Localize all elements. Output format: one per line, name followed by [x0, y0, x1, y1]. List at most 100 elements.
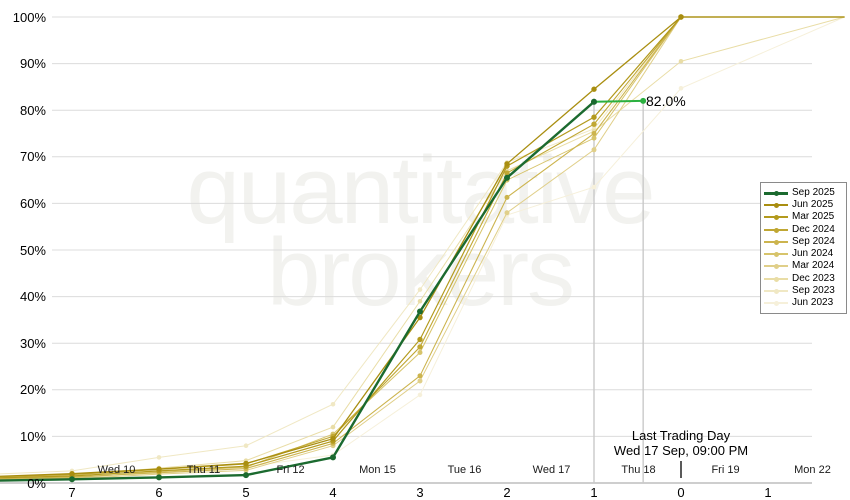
ltd-annotation-line1: Last Trading Day [631, 428, 731, 443]
series-point-sep-2025-day3 [417, 308, 423, 315]
y-tick-label-60pct: 60% [19, 195, 46, 211]
legend-item-sep-2023: Sep 2023 [764, 285, 843, 297]
series-point-jun-2025-day4 [330, 436, 336, 442]
series-line-jun-2024 [0, 16, 845, 480]
legend-item-dec-2023: Dec 2023 [764, 273, 843, 285]
series-point-mar-2024-day1 [591, 147, 597, 153]
legend-item-dec-2024: Dec 2024 [764, 224, 843, 236]
x-tick-label-1: 6 [155, 485, 163, 500]
x-tick-label-2: 5 [242, 485, 250, 500]
series-line-mar-2024 [0, 16, 845, 481]
series-point-dec-2023-day0 [678, 58, 684, 64]
series-point-sep-2025-day2 [504, 174, 510, 181]
series-point-mar-2024-day3 [417, 378, 423, 384]
series-point-sep-2024-day3 [417, 373, 423, 379]
legend-item-mar-2025: Mar 2025 [764, 211, 843, 223]
ltd-annotation-line2: Wed 17 Sep, 09:00 PM [613, 443, 749, 458]
legend-label: Mar 2024 [792, 260, 835, 272]
x-tick-label-7: 0 [677, 485, 685, 500]
watermark-line2: brokers [266, 219, 575, 326]
current-progress-line [593, 99, 644, 103]
legend-label: Jun 2024 [792, 248, 834, 260]
series-point-sep-2025-day5 [243, 472, 249, 479]
series-point-jun-2025-day1 [591, 86, 597, 92]
y-tick-label-10pct: 10% [19, 428, 46, 444]
legend-label: Sep 2023 [792, 284, 835, 296]
legend-item-mar-2024: Mar 2024 [764, 260, 843, 272]
series-point-dec-2023-day3 [417, 298, 423, 304]
series-point-dec-2024-day3 [417, 344, 423, 350]
legend-label: Jun 2025 [792, 199, 834, 211]
series-line-sep-2023 [0, 16, 845, 475]
y-tick-label-50pct: 50% [19, 242, 46, 258]
y-tick-label-100pct: 100% [12, 9, 46, 25]
legend-line-sample-icon [764, 297, 788, 309]
legend-item-jun-2023: Jun 2023 [764, 297, 843, 309]
date-label-tue-16: Tue 16 [447, 464, 482, 476]
legend-line-sample-icon [764, 211, 788, 223]
series-point-sep-2023-day3 [417, 287, 423, 292]
series-point-sep-2024-day1 [591, 131, 597, 136]
x-tick-label-8: 1 [764, 485, 772, 500]
date-label-wed-17: Wed 17 [532, 464, 571, 476]
current-value-label: 82.0% [646, 93, 686, 109]
series-point-mar-2025-day3 [417, 336, 423, 343]
watermark-line1: quantitative [186, 137, 655, 244]
series-point-jun-2025-day0 [678, 14, 684, 20]
current-progress-point-1 [640, 97, 647, 104]
current-progress-point-0 [591, 98, 597, 105]
y-tick-label-70pct: 70% [19, 149, 46, 165]
series-point-sep-2025-day6 [156, 474, 162, 481]
legend-label: Sep 2025 [792, 187, 835, 198]
series-point-jun-2025-day3 [417, 314, 423, 321]
x-tick-label-0: 7 [68, 485, 76, 500]
series-line-mar-2025 [0, 16, 845, 479]
series-line-sep-2024 [0, 16, 845, 480]
series-point-mar-2025-day1 [591, 114, 597, 120]
y-tick-label-20pct: 20% [19, 382, 46, 398]
series-point-jun-2025-day7 [69, 470, 75, 477]
date-label-mon-22: Mon 22 [794, 464, 831, 476]
x-tick-label-4: 3 [416, 485, 424, 500]
series-point-jun-2023-day0 [678, 85, 684, 91]
legend-line-sample-icon [764, 236, 788, 248]
y-tick-label-40pct: 40% [19, 289, 46, 305]
y-tick-label-80pct: 80% [19, 102, 46, 118]
legend-line-sample-icon [764, 260, 788, 272]
date-label-fri-12: Fri 12 [276, 464, 305, 476]
series-point-sep-2024-day2 [504, 194, 510, 200]
y-tick-label-0pct: 0% [27, 475, 46, 491]
series-point-jun-2025-day2 [504, 161, 510, 167]
legend-line-sample-icon [764, 285, 788, 297]
series-point-dec-2024-day1 [591, 121, 597, 127]
legend-line-sample-icon [764, 248, 788, 260]
series-line-jun-2025 [0, 16, 845, 477]
legend-label: Jun 2023 [792, 296, 834, 308]
x-tick-label-3: 4 [329, 485, 337, 500]
series-point-sep-2025-day4 [330, 454, 336, 461]
date-label-mon-15: Mon 15 [359, 464, 396, 476]
legend-line-sample-icon [764, 187, 788, 199]
date-label-wed-10: Wed 10 [97, 464, 136, 476]
legend-item-jun-2024: Jun 2024 [764, 248, 843, 260]
series-point-sep-2023-day5 [243, 443, 249, 449]
y-tick-label-90pct: 90% [19, 56, 46, 72]
date-label-thu-18: Thu 18 [621, 464, 656, 476]
y-tick-label-30pct: 30% [19, 335, 46, 351]
series-point-sep-2023-day4 [330, 401, 336, 407]
series-point-mar-2024-day2 [504, 210, 510, 216]
x-tick-label-5: 2 [503, 485, 511, 500]
series-line-dec-2023 [0, 16, 845, 478]
legend: Sep 2025 Jun 2025 Mar 2025 Dec 2024 Sep 2024… [760, 182, 847, 314]
legend-line-sample-icon [764, 199, 788, 211]
series-point-sep-2025-day7 [69, 476, 75, 483]
legend-item-sep-2025: Sep 2025 [764, 187, 843, 199]
legend-line-sample-icon [764, 224, 788, 236]
series-point-sep-2023-day6 [156, 455, 162, 460]
x-tick-label-6: 1 [590, 485, 598, 500]
legend-line-sample-icon [764, 273, 788, 285]
series-point-dec-2024-day2 [504, 170, 510, 176]
legend-label: Sep 2024 [792, 235, 835, 247]
